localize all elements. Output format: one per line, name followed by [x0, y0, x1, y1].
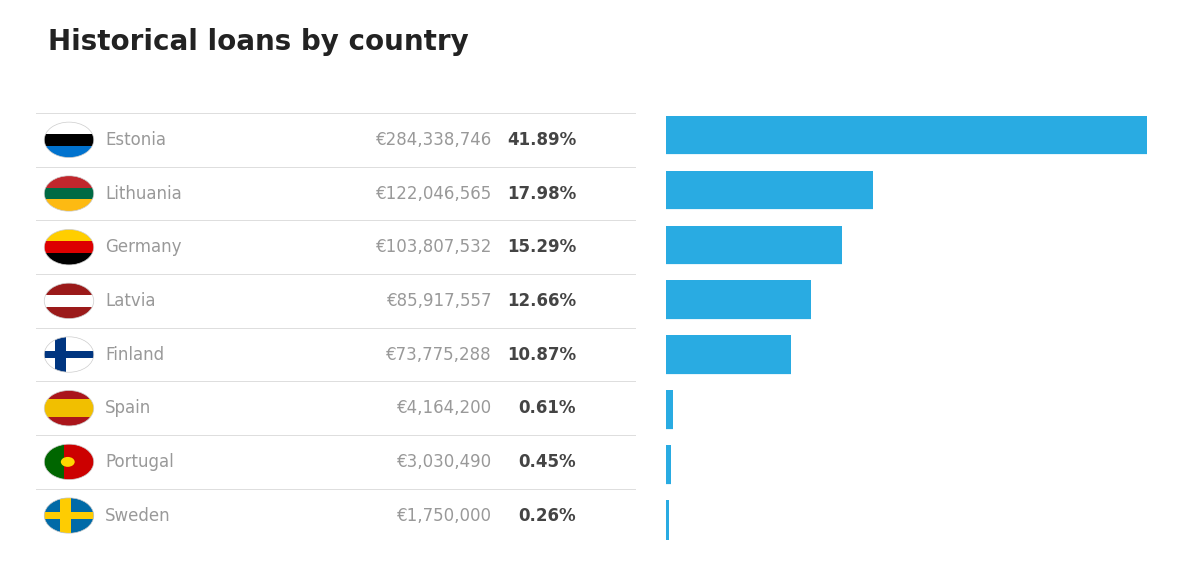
Text: Finland: Finland: [106, 346, 164, 363]
Bar: [44, 122, 94, 134]
Circle shape: [44, 444, 94, 480]
Bar: [44, 337, 94, 372]
Bar: [44, 295, 94, 307]
Text: Spain: Spain: [106, 399, 151, 417]
Text: Latvia: Latvia: [106, 292, 156, 310]
Bar: [44, 146, 94, 158]
Text: €3,030,490: €3,030,490: [397, 453, 492, 471]
Bar: [44, 253, 94, 265]
Text: 12.66%: 12.66%: [506, 292, 576, 310]
Text: €85,917,557: €85,917,557: [386, 292, 492, 310]
Bar: [44, 417, 94, 426]
Bar: [44, 229, 94, 241]
Bar: [44, 390, 94, 399]
Bar: [44, 188, 94, 199]
Bar: [44, 134, 94, 146]
Circle shape: [44, 337, 94, 372]
Bar: [44, 199, 94, 211]
Circle shape: [44, 122, 94, 158]
Bar: [44, 351, 94, 358]
Bar: [666, 280, 811, 320]
Circle shape: [44, 176, 94, 211]
Bar: [44, 512, 94, 519]
Bar: [666, 336, 791, 375]
Text: Germany: Germany: [106, 238, 181, 256]
Text: 0.61%: 0.61%: [518, 399, 576, 417]
Circle shape: [44, 229, 94, 265]
Text: 10.87%: 10.87%: [506, 346, 576, 363]
Bar: [64, 444, 94, 480]
Text: €73,775,288: €73,775,288: [386, 346, 492, 363]
Bar: [666, 225, 841, 265]
Circle shape: [44, 498, 94, 533]
Text: Portugal: Portugal: [106, 453, 174, 471]
Bar: [666, 390, 673, 430]
Bar: [44, 241, 94, 253]
Bar: [44, 283, 94, 295]
Bar: [666, 445, 671, 485]
Text: 41.89%: 41.89%: [506, 131, 576, 149]
Bar: [666, 500, 668, 540]
Text: Historical loans by country: Historical loans by country: [48, 28, 469, 56]
Text: €122,046,565: €122,046,565: [376, 185, 492, 202]
Bar: [55, 337, 66, 372]
Text: Lithuania: Lithuania: [106, 185, 181, 202]
Bar: [44, 399, 94, 417]
Circle shape: [44, 283, 94, 319]
Bar: [44, 176, 94, 188]
Text: €4,164,200: €4,164,200: [397, 399, 492, 417]
Text: €103,807,532: €103,807,532: [376, 238, 492, 256]
Bar: [666, 171, 872, 210]
Text: €1,750,000: €1,750,000: [397, 507, 492, 524]
Bar: [44, 498, 94, 533]
Text: €284,338,746: €284,338,746: [376, 131, 492, 149]
Text: Sweden: Sweden: [106, 507, 170, 524]
Bar: [666, 116, 1147, 155]
Bar: [44, 444, 64, 480]
Circle shape: [61, 457, 74, 467]
Text: 0.45%: 0.45%: [518, 453, 576, 471]
Text: Estonia: Estonia: [106, 131, 166, 149]
Text: 17.98%: 17.98%: [506, 185, 576, 202]
Bar: [44, 307, 94, 319]
Text: 0.26%: 0.26%: [518, 507, 576, 524]
Text: 15.29%: 15.29%: [506, 238, 576, 256]
Bar: [60, 498, 71, 533]
Circle shape: [44, 390, 94, 426]
